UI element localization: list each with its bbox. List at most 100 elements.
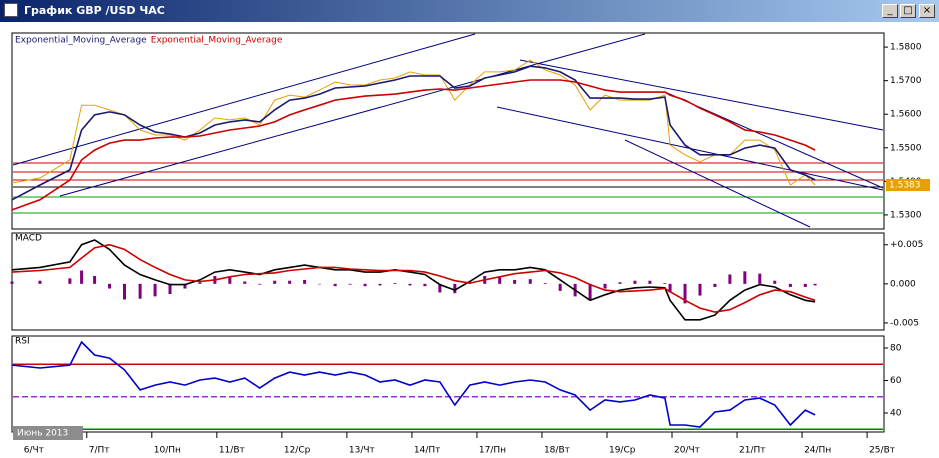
- trend-line: [12, 33, 476, 166]
- histogram-bar: [803, 283, 807, 287]
- last-price-label: 1.5383: [889, 181, 921, 191]
- histogram-bar: [183, 283, 187, 289]
- x-tick-label: 10/Пн: [154, 446, 181, 456]
- histogram-bar: [348, 283, 352, 285]
- x-tick-label: 14/Пт: [414, 446, 441, 456]
- histogram-bar: [243, 281, 247, 284]
- histogram-bar: [93, 276, 97, 284]
- series-line: [11, 340, 816, 428]
- histogram-bar: [513, 279, 517, 284]
- y-tick-label: 1.5700: [890, 76, 922, 86]
- y-tick-label: 60: [890, 376, 902, 386]
- x-tick-label: 7/Пт: [89, 446, 110, 456]
- histogram-bar: [288, 280, 292, 284]
- chart: 1.53001.54001.55001.56001.57001.5800Expo…: [0, 22, 939, 458]
- x-tick-label: 24/Пн: [804, 446, 831, 456]
- series-line: [11, 243, 816, 313]
- histogram-bar: [228, 276, 232, 284]
- x-tick-label: 6/Чт: [24, 446, 44, 456]
- histogram-bar: [728, 274, 732, 284]
- histogram-bar: [108, 283, 112, 289]
- trend-line: [59, 33, 646, 197]
- x-tick-label: 12/Ср: [284, 446, 311, 456]
- histogram-bar: [153, 283, 157, 297]
- histogram-bar: [258, 283, 262, 285]
- y-tick-label: 80: [890, 344, 902, 354]
- histogram-bar: [773, 280, 777, 284]
- histogram-bar: [198, 282, 202, 284]
- close-button[interactable]: ×: [919, 4, 935, 18]
- series-line: [11, 239, 816, 321]
- histogram-bar: [303, 279, 307, 284]
- series-line: [11, 65, 816, 201]
- y-tick-label: +0.005: [890, 240, 923, 250]
- x-tick-label: 19/Ср: [609, 446, 636, 456]
- y-tick-label: 1.5300: [890, 210, 922, 220]
- x-tick-label: 11/Вт: [219, 446, 245, 456]
- histogram-bar: [543, 283, 547, 284]
- histogram-bar: [423, 283, 427, 287]
- legend-entry: Exponential_Moving_Average: [15, 36, 147, 46]
- panel-title: MACD: [15, 234, 42, 244]
- y-tick-label: 0.000: [890, 279, 916, 289]
- panel-title: RSI: [15, 337, 30, 347]
- price-panel: [11, 32, 885, 230]
- histogram-bar: [80, 270, 84, 284]
- plots: 1.53001.54001.55001.56001.57001.5800Expo…: [10, 36, 930, 456]
- maximize-button[interactable]: □: [900, 4, 916, 18]
- x-tick-label: 25/Вт: [869, 446, 895, 456]
- trend-line: [519, 59, 884, 131]
- series-line: [11, 79, 816, 211]
- y-tick-label: 40: [890, 408, 902, 418]
- rsi-panel: [11, 335, 885, 433]
- histogram-bar: [138, 283, 142, 299]
- histogram-bar: [168, 283, 172, 295]
- x-tick-label: 17/Пн: [479, 446, 506, 456]
- histogram-bar: [318, 283, 322, 285]
- histogram-bar: [648, 280, 652, 284]
- x-tick-label: 21/Пт: [739, 446, 766, 456]
- histogram-bar: [813, 283, 817, 286]
- histogram-bar: [618, 282, 622, 284]
- x-tick-label: 18/Вт: [544, 446, 570, 456]
- histogram-bar: [758, 273, 762, 284]
- legend-entry: Exponential_Moving_Average: [151, 36, 283, 46]
- histogram-bar: [528, 279, 532, 284]
- histogram-bar: [698, 283, 702, 296]
- histogram-bar: [273, 280, 277, 284]
- histogram-bar: [10, 281, 14, 284]
- title-bar: График GBP /USD ЧАС _ □ ×: [0, 0, 939, 22]
- period-box: [13, 426, 83, 440]
- y-tick-label: -0.005: [890, 318, 919, 328]
- period-label: Июнь 2013: [17, 429, 68, 439]
- window-icon: [4, 3, 18, 17]
- window-title: График GBP /USD ЧАС: [24, 4, 165, 17]
- histogram-bar: [393, 283, 397, 284]
- y-tick-label: 1.5500: [890, 143, 922, 153]
- histogram-bar: [683, 283, 687, 304]
- x-tick-label: 13/Чт: [349, 446, 375, 456]
- histogram-bar: [333, 283, 337, 287]
- trend-line: [624, 139, 811, 228]
- last-price-box: [886, 179, 930, 192]
- histogram-bar: [408, 283, 412, 286]
- histogram-bar: [603, 283, 607, 289]
- histogram-bar: [38, 280, 42, 284]
- y-tick-label: 1.5800: [890, 43, 922, 53]
- histogram-bar: [378, 283, 382, 286]
- histogram-bar: [743, 271, 747, 284]
- histogram-bar: [788, 283, 792, 287]
- series-line: [11, 59, 816, 186]
- histogram-bar: [438, 283, 442, 293]
- x-tick-label: 20/Чт: [674, 446, 700, 456]
- histogram-bar: [633, 280, 637, 284]
- histogram-bar: [663, 283, 667, 284]
- histogram-bar: [363, 283, 367, 287]
- histogram-bar: [453, 283, 457, 294]
- minimize-button[interactable]: _: [882, 4, 898, 18]
- histogram-bar: [668, 283, 672, 293]
- histogram-bar: [588, 283, 592, 300]
- histogram-bar: [558, 283, 562, 291]
- histogram-bar: [498, 276, 502, 284]
